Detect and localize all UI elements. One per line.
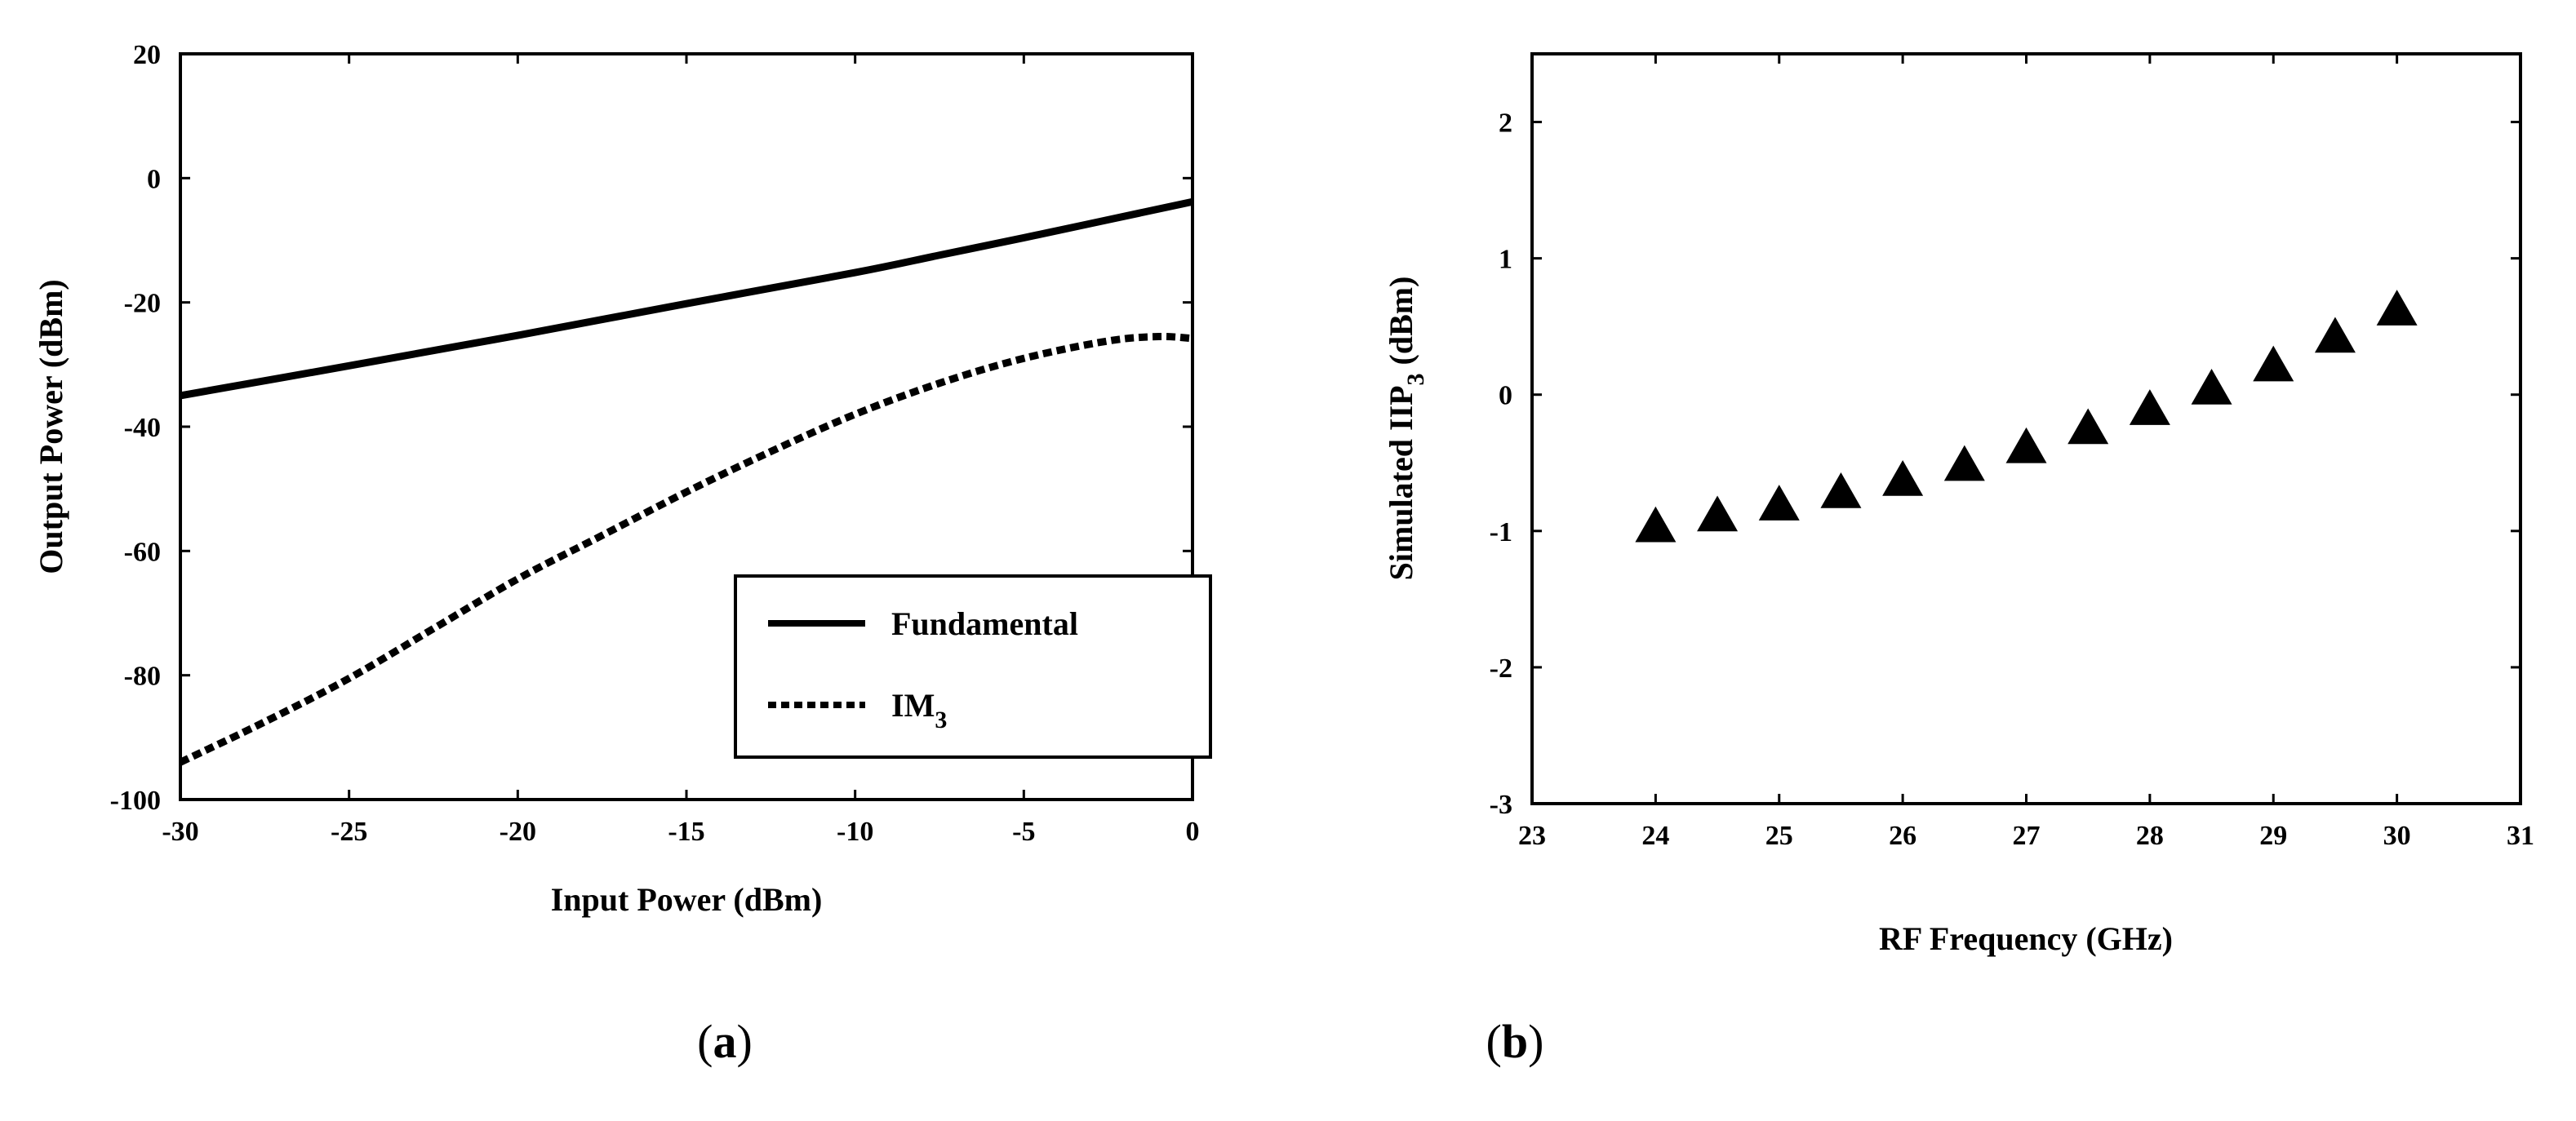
chart-a-y-tick-label: -100 xyxy=(110,786,161,816)
chart-a-x-tick-label: -10 xyxy=(837,817,873,847)
chart-b-ticks: 23 24 25 26 27 28 29 30 31 2 1 0 -1 -2 -3 xyxy=(1490,54,2534,851)
chart-a-y-tick-label: -80 xyxy=(124,662,161,692)
chart-b-iip3-point xyxy=(1697,495,1739,532)
chart-a-x-tick-label: 0 xyxy=(1186,817,1200,847)
chart-a-y-tick-label: -20 xyxy=(124,289,161,319)
chart-b-y-tick-label: -2 xyxy=(1490,654,1512,684)
chart-a-panel-letter: a xyxy=(713,1015,737,1068)
chart-a-ticks: -30 -25 -20 -15 -10 -5 0 20 0 -20 -40 -60 -80 -100 xyxy=(110,40,1200,847)
chart-b-y-tick-label: 0 xyxy=(1499,381,1512,411)
chart-a-legend: Fundamental IM3 xyxy=(734,574,1212,759)
chart-b-plot-area xyxy=(1635,290,2418,543)
chart-b-panel-letter: b xyxy=(1502,1015,1528,1068)
chart-b-x-tick-label: 25 xyxy=(1765,821,1793,851)
chart-b-iip3-point xyxy=(1820,472,1862,508)
chart-a-x-axis-label: Input Power (dBm) xyxy=(551,881,823,918)
chart-a-fundamental-line xyxy=(180,197,1193,400)
chart-b-iip3-point xyxy=(2067,408,2109,445)
chart-b-iip3-point xyxy=(2314,317,2356,353)
chart-a-y-tick-label: 20 xyxy=(133,40,161,70)
chart-a-legend-im3-label-subscript: 3 xyxy=(935,707,947,733)
chart-a-legend-im3-label: IM3 xyxy=(891,687,947,733)
chart-a-x-tick-label: -5 xyxy=(1012,817,1035,847)
chart-a: -30 -25 -20 -15 -10 -5 0 20 0 -20 -40 -60 -80 -100 In… xyxy=(33,40,1212,1068)
chart-b-x-tick-label: 29 xyxy=(2259,821,2287,851)
chart-b: 23 24 25 26 27 28 29 30 31 2 1 0 -1 -2 -3 RF Frequency… xyxy=(1383,52,2534,1068)
chart-b-iip3-point xyxy=(2376,290,2418,326)
chart-b-y-axis-label-suffix: (dBm) xyxy=(1383,277,1419,374)
chart-b-y-axis-label-prefix: Simulated IIP xyxy=(1383,385,1419,580)
chart-a-legend-fundamental-label: Fundamental xyxy=(891,605,1078,642)
chart-b-x-tick-label: 24 xyxy=(1641,821,1669,851)
chart-b-iip3-point xyxy=(1635,506,1677,543)
chart-a-legend-box xyxy=(734,574,1212,759)
chart-b-x-tick-label: 23 xyxy=(1518,821,1546,851)
chart-a-x-tick-label: -25 xyxy=(331,817,367,847)
chart-b-panel-label: (b) xyxy=(1486,1015,1544,1068)
chart-b-x-tick-label: 26 xyxy=(1889,821,1916,851)
chart-b-iip3-point xyxy=(1882,459,1924,496)
chart-b-x-tick-label: 31 xyxy=(2507,821,2534,851)
chart-b-iip3-point xyxy=(2191,369,2232,405)
chart-b-x-tick-label: 30 xyxy=(2383,821,2411,851)
chart-a-y-axis-label: Output Power (dBm) xyxy=(33,279,69,574)
chart-b-x-axis-label: RF Frequency (GHz) xyxy=(1879,920,2173,957)
chart-a-im3-line xyxy=(179,332,1193,766)
chart-a-plot-area xyxy=(179,197,1193,766)
chart-b-iip3-point xyxy=(1943,445,1985,481)
chart-a-x-tick-label: -15 xyxy=(668,817,704,847)
chart-b-y-tick-label: 1 xyxy=(1499,245,1512,275)
chart-a-panel-label: (a) xyxy=(697,1015,753,1068)
chart-b-iip3-point xyxy=(1758,485,1800,521)
chart-b-y-tick-label: -1 xyxy=(1490,517,1512,547)
chart-a-legend-im3-label-main: IM xyxy=(891,687,935,724)
chart-b-iip3-point xyxy=(2129,389,2170,425)
chart-b-y-tick-label: 2 xyxy=(1499,109,1512,139)
chart-b-y-axis-label: Simulated IIP3 (dBm) xyxy=(1383,277,1429,581)
chart-b-x-tick-label: 27 xyxy=(2013,821,2041,851)
chart-b-iip3-point xyxy=(2253,345,2294,382)
chart-b-y-tick-label: -3 xyxy=(1490,790,1512,820)
chart-b-iip3-point xyxy=(2005,427,2047,463)
chart-b-x-tick-label: 28 xyxy=(2136,821,2164,851)
chart-a-y-tick-label: -40 xyxy=(124,413,161,443)
chart-b-y-axis-label-subscript: 3 xyxy=(1402,373,1429,385)
chart-a-y-tick-label: 0 xyxy=(147,164,161,194)
chart-a-x-tick-label: -20 xyxy=(500,817,536,847)
chart-a-x-tick-label: -30 xyxy=(162,817,198,847)
chart-a-y-tick-label: -60 xyxy=(124,537,161,567)
